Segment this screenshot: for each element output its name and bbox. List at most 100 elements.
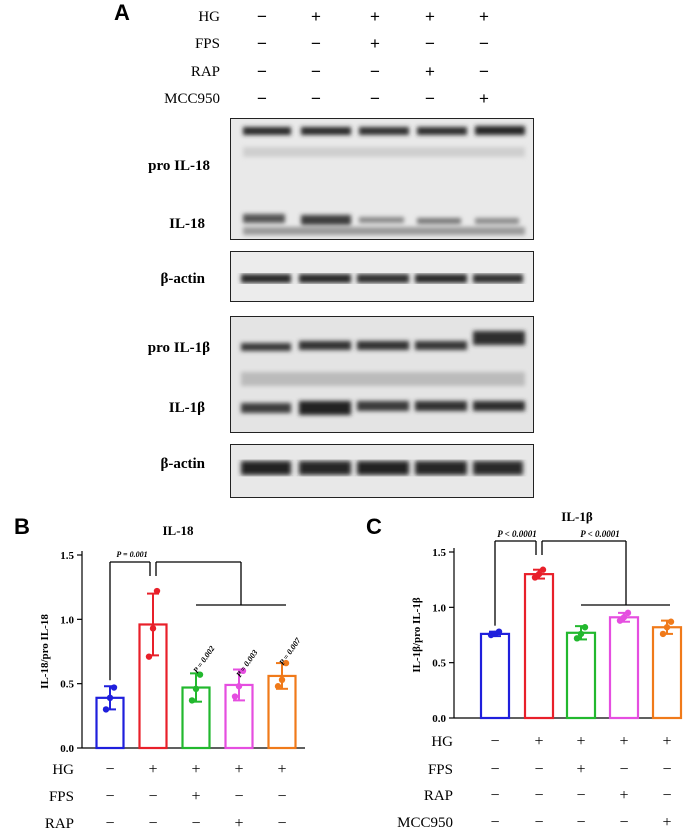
chart-title: IL-18	[162, 523, 194, 538]
data-point	[274, 683, 282, 690]
data-point	[235, 683, 243, 690]
bar	[479, 632, 511, 720]
data-point	[149, 625, 157, 632]
p-value-annotation: P < 0.0001	[497, 529, 537, 539]
blot-label-actin-2: β-actin	[160, 456, 205, 472]
data-point	[624, 609, 632, 617]
data-point	[110, 684, 118, 691]
condition-label: MCC950	[397, 815, 453, 831]
blot-label-actin-1: β-actin	[160, 271, 205, 287]
condition-symbol: −	[490, 761, 499, 778]
bar	[565, 631, 597, 720]
panel-a-condition-symbol: −	[370, 62, 380, 81]
condition-symbol: −	[534, 814, 543, 831]
chart-il1b: IL-1β IL-1β/pro IL-1β 0.0 0.5 1.0 1.5 HG − + + + + F…	[397, 509, 683, 831]
data-point	[667, 618, 675, 625]
condition-symbol: −	[490, 814, 499, 831]
condition-symbol: −	[576, 814, 585, 831]
data-point	[239, 667, 247, 674]
data-point	[192, 685, 200, 693]
panel-a-condition-symbol: −	[479, 34, 489, 53]
data-point	[106, 694, 114, 702]
data-point	[102, 706, 110, 713]
data-point	[659, 630, 667, 638]
condition-label: FPS	[49, 789, 74, 805]
data-point	[278, 676, 286, 684]
blot-label-il18: IL-18	[169, 216, 205, 232]
p-value-annotation: P < 0.0001	[580, 529, 620, 539]
condition-symbol: +	[576, 733, 585, 750]
p-value-annotation: P = 0.002	[191, 644, 216, 675]
panel-a-condition-label: HG	[198, 9, 220, 25]
panel-a-letter: A	[114, 0, 130, 25]
y-tick-label: 0.5	[60, 679, 74, 691]
condition-symbol: −	[105, 761, 114, 778]
panel-a-condition-label: RAP	[190, 64, 220, 80]
condition-label: FPS	[428, 762, 453, 778]
condition-symbol: +	[191, 761, 200, 778]
panel-a-condition-label: MCC950	[164, 91, 220, 107]
p-value-annotation: P = 0.007	[277, 635, 303, 666]
blot-label-il1b: IL-1β	[168, 400, 205, 416]
condition-symbol: −	[619, 814, 628, 831]
panel-a-condition-label: FPS	[194, 36, 220, 52]
data-point	[145, 653, 153, 660]
panel-b-letter: B	[14, 514, 30, 539]
panel-a-condition-symbol: +	[479, 89, 489, 108]
condition-symbol: +	[191, 788, 200, 805]
panel-a-condition-symbol: −	[311, 34, 321, 53]
condition-symbol: −	[534, 787, 543, 804]
condition-symbol: −	[105, 788, 114, 805]
y-tick-label: 0.0	[60, 743, 74, 755]
data-point	[188, 697, 196, 704]
condition-symbol: −	[105, 815, 114, 832]
panel-a-condition-symbol: +	[370, 7, 380, 26]
p-value-annotation: P = 0.001	[116, 550, 147, 559]
panel-a-condition-symbol: +	[311, 7, 321, 26]
condition-symbol: +	[576, 761, 585, 778]
panel-a-condition-symbol: −	[257, 7, 267, 26]
panel-a-condition-symbol: −	[425, 89, 435, 108]
data-point	[153, 587, 161, 595]
condition-symbol: +	[619, 787, 628, 804]
data-point	[535, 570, 543, 578]
blot-label-pro-il1b: pro IL-1β	[147, 340, 210, 356]
condition-label: RAP	[424, 788, 453, 804]
data-point	[620, 614, 628, 621]
panel-a-condition-symbol: −	[257, 62, 267, 81]
panel-a-condition-symbol: −	[257, 34, 267, 53]
condition-symbol: +	[234, 815, 243, 832]
condition-symbol: −	[191, 815, 200, 832]
data-point	[196, 671, 204, 678]
data-point	[231, 693, 239, 700]
bar	[523, 573, 555, 720]
condition-symbol: −	[534, 761, 543, 778]
data-point	[539, 566, 547, 573]
panel-a-condition-symbol: −	[311, 89, 321, 108]
data-point	[577, 630, 585, 638]
condition-symbol: +	[534, 733, 543, 750]
blot-actin-2	[230, 444, 534, 498]
blot-actin-1-image	[241, 274, 523, 283]
condition-symbol: −	[277, 815, 286, 832]
blot-il1b-image	[241, 331, 525, 415]
blot-label-pro-il18: pro IL-18	[148, 158, 210, 174]
data-point	[282, 659, 290, 667]
condition-symbol: −	[277, 788, 286, 805]
y-tick-label: 1.0	[60, 614, 74, 626]
panel-a-condition-symbol: −	[257, 89, 267, 108]
condition-symbol: +	[662, 733, 671, 750]
y-axis-label: IL-18/pro IL-18	[39, 614, 51, 689]
condition-symbol: −	[234, 788, 243, 805]
condition-label: RAP	[45, 816, 74, 832]
data-point	[581, 624, 589, 631]
condition-symbol: −	[490, 787, 499, 804]
data-point	[663, 624, 671, 631]
condition-symbol: +	[619, 733, 628, 750]
panel-a-condition-symbol: −	[479, 62, 489, 81]
y-tick-label: 0.0	[432, 713, 446, 725]
blot-il1b	[230, 316, 534, 433]
y-axis-label: IL-1β/pro IL-1β	[411, 597, 423, 672]
panel-a-condition-symbol: +	[425, 7, 435, 26]
condition-label: HG	[52, 762, 74, 778]
